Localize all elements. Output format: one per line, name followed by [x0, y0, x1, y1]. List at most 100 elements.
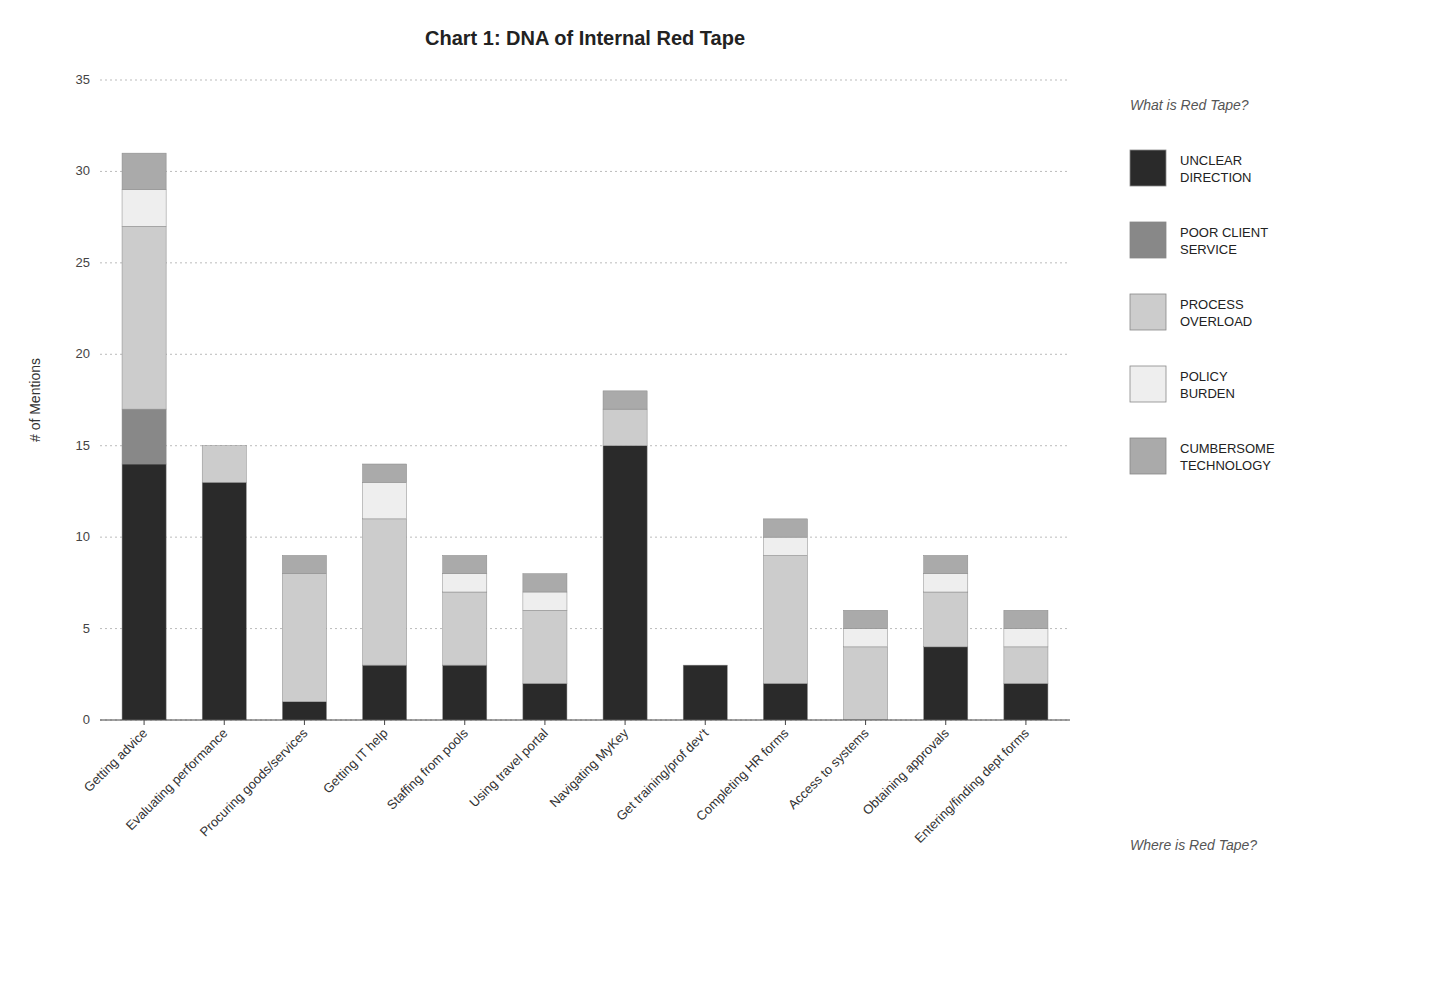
x-tick	[304, 720, 305, 725]
legend-label-line: SERVICE	[1180, 242, 1237, 257]
x-tick-label: Getting IT help	[320, 726, 391, 797]
legend-swatch	[1130, 294, 1166, 330]
bar	[122, 464, 166, 720]
bar	[924, 592, 968, 647]
legend-swatch	[1130, 222, 1166, 258]
bar	[282, 555, 326, 573]
bar	[924, 574, 968, 592]
bar	[443, 574, 487, 592]
bar	[763, 519, 807, 537]
bar	[683, 665, 727, 666]
bar	[844, 629, 888, 647]
bar	[844, 647, 888, 720]
annotation: Where is Red Tape?	[1130, 837, 1257, 853]
grid-line	[100, 171, 1070, 172]
legend-label-line: CUMBERSOME	[1180, 441, 1275, 456]
annotation: What is Red Tape?	[1130, 97, 1249, 113]
series	[122, 409, 166, 464]
y-tick-label: 10	[76, 529, 90, 544]
y-tick-label: 20	[76, 346, 90, 361]
x-tick	[1025, 720, 1026, 725]
bar	[122, 153, 166, 190]
y-tick-label: 5	[83, 621, 90, 636]
bar	[202, 446, 246, 483]
series	[122, 153, 1048, 628]
bar	[603, 391, 647, 409]
y-grid	[100, 80, 1070, 720]
x-tick	[865, 720, 866, 725]
x-tick	[224, 720, 225, 725]
bar	[363, 464, 407, 482]
y-axis-label: # of Mentions	[27, 358, 43, 442]
legend-swatch	[1130, 438, 1166, 474]
bar	[443, 555, 487, 573]
series	[122, 190, 1048, 647]
chart: Chart 1: DNA of Internal Red Tape # of Me…	[0, 0, 1447, 1006]
x-tick	[144, 720, 145, 725]
title: Chart 1: DNA of Internal Red Tape	[425, 27, 745, 49]
legend-label-line: UNCLEAR	[1180, 153, 1242, 168]
bar	[523, 610, 567, 683]
bar	[683, 665, 727, 666]
x-tick-label: Access to systems	[785, 725, 872, 812]
bar	[282, 702, 326, 720]
x-tick	[625, 720, 626, 725]
x-tick-label: Navigating MyKey	[547, 725, 632, 810]
x-tick	[705, 720, 706, 725]
legend-swatch	[1130, 366, 1166, 402]
x-tick-label: Obtaining approvals	[859, 725, 952, 818]
bar	[523, 592, 567, 610]
x-axis-line	[100, 720, 1070, 721]
legend: What is Red Tape? UNCLEAR DIRECTION POOR CL…	[1130, 97, 1275, 853]
y-tick-label: 30	[76, 163, 90, 178]
bars	[122, 153, 1048, 720]
bar	[443, 592, 487, 665]
bar	[924, 647, 968, 720]
x-tick	[384, 720, 385, 725]
y-tick-label: 35	[76, 72, 90, 87]
grid-line	[100, 720, 1070, 721]
bar	[363, 482, 407, 519]
x-tick-label: Using travel portal	[466, 725, 551, 810]
grid-line	[100, 354, 1070, 355]
bar	[363, 519, 407, 665]
x-tick	[464, 720, 465, 725]
series	[122, 226, 1048, 720]
bar	[523, 574, 567, 592]
bar	[844, 610, 888, 628]
x-tick	[785, 720, 786, 725]
bar	[683, 665, 727, 720]
legend-label-line: POOR CLIENT	[1180, 225, 1268, 240]
bar	[443, 665, 487, 720]
x-tick-label: Getting advice	[81, 726, 150, 795]
bar	[122, 190, 166, 227]
y-tick-label: 15	[76, 438, 90, 453]
legend-label: PROCESSOVERLOAD	[1180, 297, 1252, 329]
grid-line	[100, 80, 1070, 81]
bar	[603, 409, 647, 446]
legend-label-line: BURDEN	[1180, 386, 1235, 401]
y-tick-label: 0	[83, 712, 90, 727]
bar	[202, 445, 246, 446]
bar	[763, 683, 807, 720]
bar	[683, 665, 727, 666]
bar	[1004, 647, 1048, 684]
x-tick-label: Procuring goods/services	[197, 725, 311, 839]
x-tick	[945, 720, 946, 725]
y-tick-label: 25	[76, 255, 90, 270]
bar	[122, 226, 166, 409]
x-tick-label: Entering/finding dept forms	[912, 725, 1033, 846]
x-tick-label: Staffing from pools	[384, 725, 471, 812]
legend-swatch	[1130, 150, 1166, 186]
legend-label-line: DIRECTION	[1180, 170, 1252, 185]
series	[122, 446, 1048, 720]
legend-label: UNCLEAR DIRECTION	[1180, 153, 1252, 185]
legend-label-line: TECHNOLOGY	[1180, 458, 1271, 473]
bar	[282, 574, 326, 702]
grid-line	[100, 262, 1070, 263]
bar	[202, 482, 246, 720]
bar	[122, 409, 166, 464]
bar	[924, 555, 968, 573]
x-tick-label: Completing HR forms	[693, 725, 792, 824]
legend-label-line: POLICY	[1180, 369, 1228, 384]
